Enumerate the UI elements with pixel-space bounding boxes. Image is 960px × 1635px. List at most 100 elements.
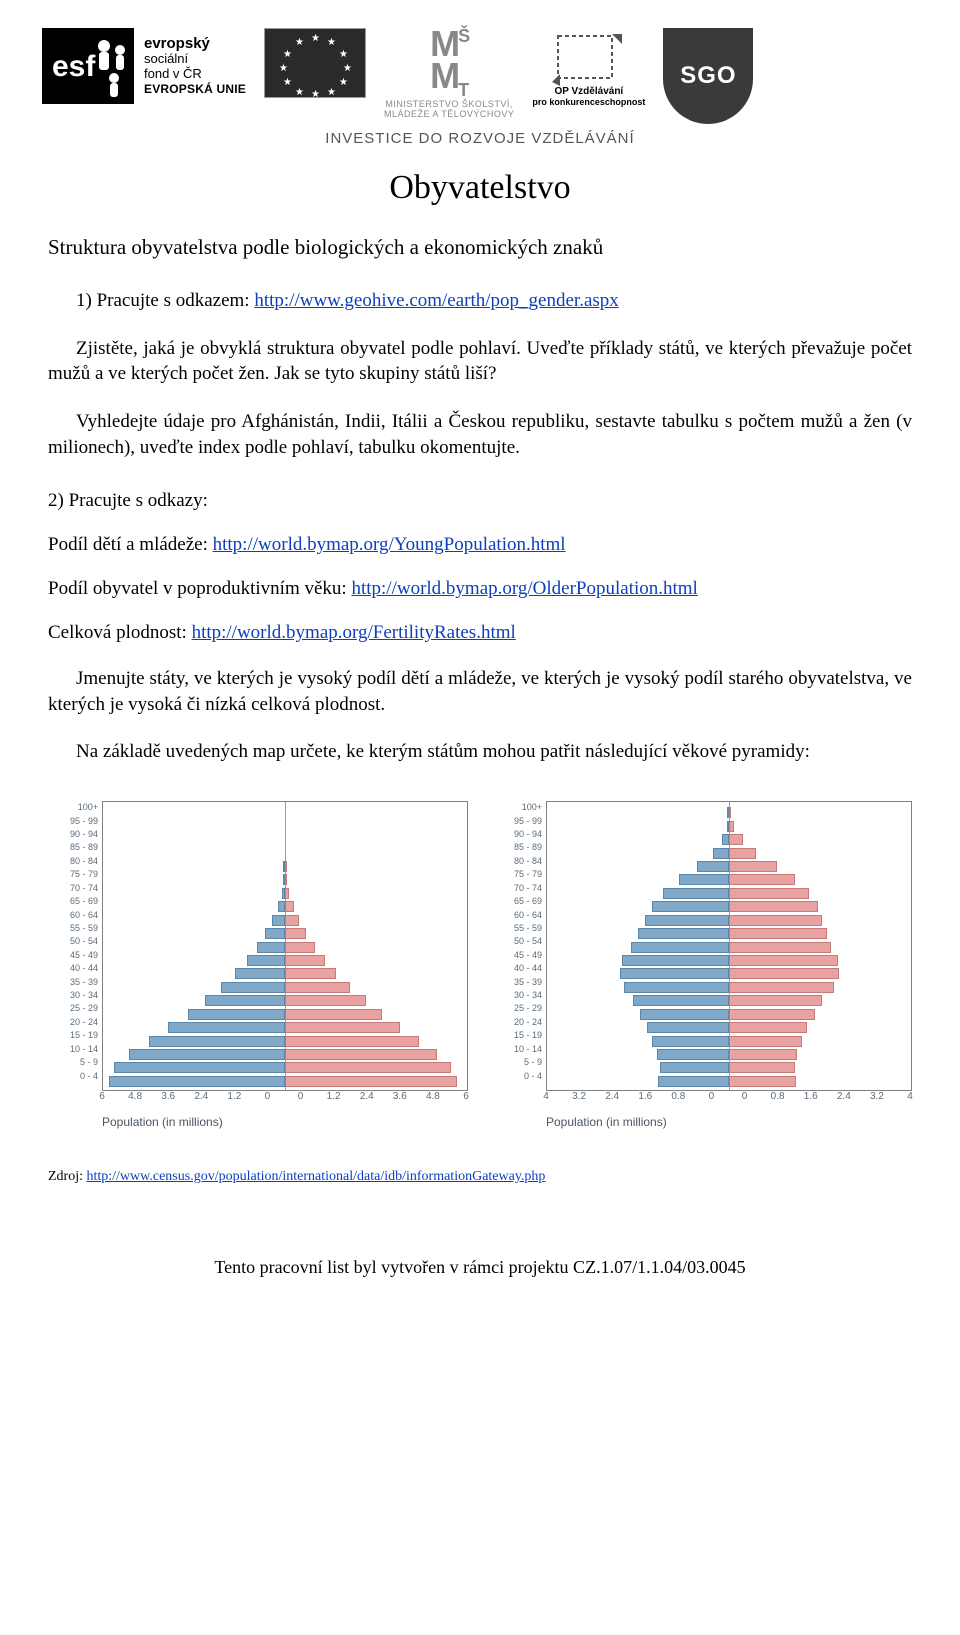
- page-title: Obyvatelstvo: [48, 169, 912, 207]
- pyramid-bar-female: [729, 942, 831, 953]
- pyramid-bar-male: [221, 982, 285, 993]
- pyramid-bar-female: [729, 888, 809, 899]
- pyramid-bar-female: [729, 1036, 802, 1047]
- pyramid-bar-female: [285, 861, 287, 872]
- source-link[interactable]: http://www.census.gov/population/interna…: [87, 1169, 546, 1184]
- msmt-line1: MINISTERSTVO ŠKOLSTVÍ,: [385, 99, 513, 109]
- pyramid-bar-female: [285, 1036, 419, 1047]
- pyramid-bar-female: [729, 928, 827, 939]
- pyramid-left: 100+95 - 9990 - 9485 - 8980 - 8475 - 797…: [48, 801, 468, 1129]
- pyramid-right-agelabels: 100+95 - 9990 - 9485 - 8980 - 8475 - 797…: [492, 803, 546, 1085]
- pyramid-bar-male: [658, 1076, 729, 1087]
- pyramid-bar-female: [729, 874, 795, 885]
- pyramid-right-caption: Population (in millions): [546, 1115, 912, 1129]
- pyramid-bar-male: [109, 1076, 285, 1087]
- pyramid-bar-male: [660, 1062, 729, 1073]
- link-fertility-url[interactable]: http://world.bymap.org/FertilityRates.ht…: [192, 622, 516, 643]
- pyramid-bar-female: [729, 1062, 795, 1073]
- pyramid-bar-male: [114, 1062, 285, 1073]
- pyramid-bar-male: [679, 874, 729, 885]
- pyramid-bar-female: [729, 1076, 796, 1087]
- pyramid-bar-male: [647, 1022, 729, 1033]
- op-icon: [552, 28, 626, 86]
- op-line2: pro konkurenceschopnost: [532, 97, 645, 107]
- logo-eu: ★ ★ ★ ★ ★ ★ ★ ★ ★ ★ ★ ★: [264, 28, 366, 98]
- header-logos: esf evropský sociální fond v ČR EVROPSKÁ…: [42, 28, 912, 124]
- pyramid-bar-male: [257, 942, 285, 953]
- link-young: Podíl dětí a mládeže: http://world.bymap…: [48, 534, 912, 556]
- pyramid-bar-male: [722, 834, 729, 845]
- pyramid-right-frame: [546, 801, 912, 1091]
- pyramid-bar-male: [168, 1022, 285, 1033]
- pyramid-bar-male: [188, 1009, 285, 1020]
- msmt-line2: MLÁDEŽE A TĚLOVÝCHOVY: [384, 109, 514, 119]
- esf-line1: evropský: [144, 36, 246, 53]
- pyramid-bar-male: [620, 968, 729, 979]
- pyramid-bar-female: [729, 968, 839, 979]
- pyramid-bar-male: [278, 901, 285, 912]
- pyramid-bar-female: [285, 995, 366, 1006]
- pyramid-bar-male: [622, 955, 729, 966]
- pyramid-bar-female: [729, 1049, 797, 1060]
- pyramid-bar-male: [265, 928, 285, 939]
- link-older: Podíl obyvatel v poproduktivním věku: ht…: [48, 578, 912, 600]
- pyramid-bar-female: [285, 915, 299, 926]
- pyramid-bar-female: [729, 995, 822, 1006]
- pyramid-bar-female: [729, 821, 734, 832]
- pyramid-bar-female: [729, 807, 731, 818]
- pyramid-left-agelabels: 100+95 - 9990 - 9485 - 8980 - 8475 - 797…: [48, 803, 102, 1085]
- footer: Tento pracovní list byl vytvořen v rámci…: [48, 1257, 912, 1278]
- pyramid-bar-female: [729, 915, 822, 926]
- p1-link[interactable]: http://www.geohive.com/earth/pop_gender.…: [254, 290, 618, 311]
- invest-tagline: INVESTICE DO ROZVOJE VZDĚLÁVÁNÍ: [48, 130, 912, 147]
- pyramid-bar-male: [663, 888, 729, 899]
- pyramid-bar-male: [640, 1009, 729, 1020]
- esf-line3: fond v ČR: [144, 67, 246, 81]
- link-older-url[interactable]: http://world.bymap.org/OlderPopulation.h…: [351, 578, 697, 599]
- logo-msmt: MŠMT MINISTERSTVO ŠKOLSTVÍ, MLÁDEŽE A TĚ…: [384, 28, 514, 119]
- pyramid-bar-female: [285, 1009, 382, 1020]
- p3: Vyhledejte údaje pro Afghánistán, Indii,…: [48, 409, 912, 460]
- pyramid-bar-female: [285, 1022, 400, 1033]
- esf-text: evropský sociální fond v ČR EVROPSKÁ UNI…: [144, 36, 246, 96]
- pyramids: 100+95 - 9990 - 9485 - 8980 - 8475 - 797…: [48, 801, 912, 1129]
- eu-flag-icon: ★ ★ ★ ★ ★ ★ ★ ★ ★ ★ ★ ★: [264, 28, 366, 98]
- pyramid-bar-female: [729, 861, 777, 872]
- pyramid-left-caption: Population (in millions): [102, 1115, 468, 1129]
- pyramid-bar-male: [624, 982, 729, 993]
- pyramid-right: 100+95 - 9990 - 9485 - 8980 - 8475 - 797…: [492, 801, 912, 1129]
- link-young-url[interactable]: http://world.bymap.org/YoungPopulation.h…: [213, 534, 566, 555]
- pyramid-bar-female: [285, 928, 306, 939]
- pyramid-bar-female: [729, 955, 838, 966]
- pyramid-bar-female: [285, 1076, 457, 1087]
- pyramid-bar-female: [285, 901, 294, 912]
- msmt-icon: MŠMT: [430, 28, 468, 99]
- esf-line2: sociální: [144, 52, 246, 66]
- esf-line4: EVROPSKÁ UNIE: [144, 83, 246, 96]
- pyramid-bar-female: [285, 888, 289, 899]
- pyramid-bar-female: [729, 901, 818, 912]
- pyramid-bar-female: [729, 834, 743, 845]
- pyramid-bar-female: [729, 982, 834, 993]
- logo-sgo: SGO: [663, 28, 753, 124]
- pyramid-bar-male: [657, 1049, 729, 1060]
- pyramid-bar-male: [129, 1049, 285, 1060]
- pyramid-left-frame: [102, 801, 468, 1091]
- pyramid-bar-male: [631, 942, 729, 953]
- pyramid-bar-female: [729, 1009, 815, 1020]
- pyramid-bar-male: [697, 861, 729, 872]
- pyramid-bar-female: [285, 942, 315, 953]
- pyramid-bar-male: [235, 968, 285, 979]
- page: esf evropský sociální fond v ČR EVROPSKÁ…: [0, 0, 960, 1318]
- pyramid-bar-female: [285, 874, 287, 885]
- p1-lead: 1) Pracujte s odkazem:: [76, 290, 254, 311]
- pyramid-bar-male: [633, 995, 729, 1006]
- pyramid-bar-female: [729, 848, 756, 859]
- pyramid-bar-male: [205, 995, 285, 1006]
- pyramid-left-xticks: 64.83.62.41.2001.22.43.64.86: [102, 1091, 466, 1109]
- pyramid-bar-female: [285, 1049, 437, 1060]
- pyramid-bar-female: [285, 1062, 451, 1073]
- svg-text:esf: esf: [52, 50, 96, 83]
- pyramid-bar-male: [652, 901, 729, 912]
- sgo-text: SGO: [680, 62, 736, 90]
